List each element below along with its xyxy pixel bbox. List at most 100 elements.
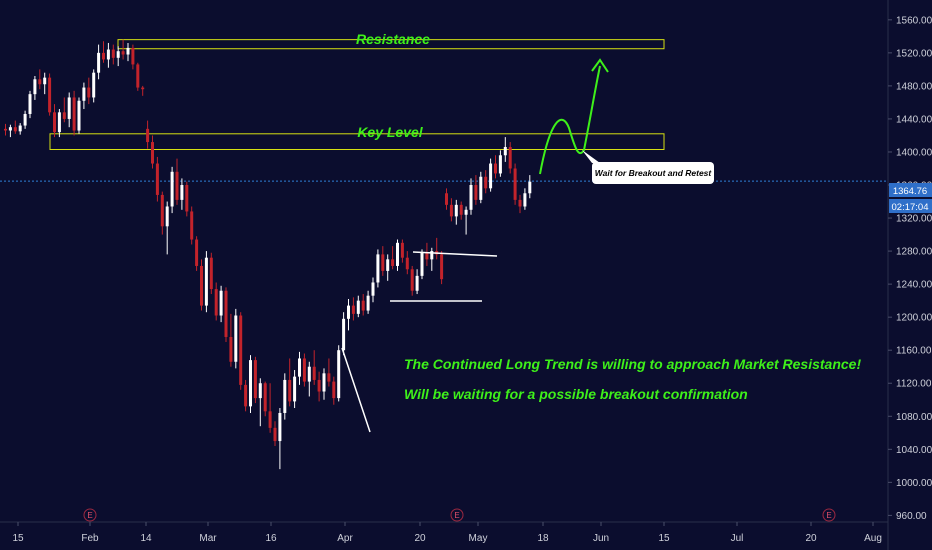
candle-body xyxy=(514,168,517,199)
time-tick-label: Feb xyxy=(81,533,99,544)
time-tick-label: Mar xyxy=(199,533,217,544)
candle-body xyxy=(43,78,46,85)
candle-body xyxy=(14,127,17,131)
candle-body xyxy=(117,51,120,58)
time-tick-label: 14 xyxy=(140,533,152,544)
candle-body xyxy=(391,259,394,266)
candle-body xyxy=(215,289,218,315)
candle-body xyxy=(264,383,267,411)
candle xyxy=(239,312,242,390)
candle-body xyxy=(136,64,139,87)
candle-body xyxy=(244,385,247,406)
candle-body xyxy=(519,200,522,207)
candle-body xyxy=(68,97,71,118)
candle-body xyxy=(376,254,379,282)
candle-body xyxy=(73,97,76,130)
price-tick-label: 1320.00 xyxy=(896,214,932,225)
candle xyxy=(376,249,379,287)
candle xyxy=(73,91,76,136)
time-tick-label: 20 xyxy=(414,533,426,544)
price-tick-label: 1280.00 xyxy=(896,247,932,258)
candle-body xyxy=(48,78,51,113)
candle-body xyxy=(249,360,252,406)
price-tick-label: 1400.00 xyxy=(896,147,932,158)
candle-body xyxy=(274,428,277,441)
candle-body xyxy=(484,177,487,189)
candle-body xyxy=(195,240,198,266)
candle-body xyxy=(323,373,326,391)
candle-body xyxy=(53,112,56,132)
candle-body xyxy=(342,319,345,350)
candle-body xyxy=(220,291,223,316)
candle xyxy=(190,206,193,244)
countdown-badge-value: 02:17:04 xyxy=(892,202,929,213)
price-tick-label: 1200.00 xyxy=(896,313,932,324)
candle-body xyxy=(92,73,95,98)
candle-body xyxy=(425,253,428,260)
candle xyxy=(78,97,81,133)
candle-body xyxy=(63,112,66,119)
candle-body xyxy=(411,269,414,290)
candle-body xyxy=(401,243,404,258)
earnings-letter: E xyxy=(826,511,831,520)
candle xyxy=(440,251,443,284)
candle-body xyxy=(308,367,311,382)
candle-body xyxy=(313,367,316,380)
time-tick-label: Jun xyxy=(593,533,609,544)
candle-body xyxy=(131,48,134,65)
time-tick-label: Jul xyxy=(731,533,744,544)
time-tick-label: Aug xyxy=(864,533,882,544)
candle-body xyxy=(171,172,174,207)
price-tick-label: 1160.00 xyxy=(896,346,932,357)
price-tick-label: 1560.00 xyxy=(896,15,932,26)
candle-body xyxy=(445,193,448,205)
time-tick-label: Apr xyxy=(337,533,353,544)
candle-body xyxy=(465,210,468,215)
candle-body xyxy=(205,258,208,306)
candle-body xyxy=(318,380,321,392)
candle-body xyxy=(210,258,213,289)
time-tick-label: 16 xyxy=(265,533,277,544)
candle-body xyxy=(440,254,443,279)
candle-body xyxy=(151,142,154,163)
candle-body xyxy=(38,79,41,84)
candle-body xyxy=(19,126,22,132)
candle-body xyxy=(303,358,306,381)
time-tick-label: May xyxy=(469,533,488,544)
candle-body xyxy=(29,94,32,114)
candle-body xyxy=(278,413,281,441)
candle-body xyxy=(127,48,130,55)
candle-body xyxy=(176,172,179,200)
candle-body xyxy=(234,316,237,362)
candle-body xyxy=(78,101,81,131)
candle xyxy=(210,253,213,294)
candle-body xyxy=(122,51,125,54)
time-tick-label: 20 xyxy=(805,533,817,544)
candle xyxy=(92,69,95,102)
earnings-letter: E xyxy=(454,511,459,520)
candle xyxy=(489,159,492,192)
candle-body xyxy=(332,382,335,399)
candle-body xyxy=(141,88,144,90)
price-badge-value: 1364.76 xyxy=(893,186,927,197)
candle-body xyxy=(504,147,507,155)
candle xyxy=(48,74,51,116)
candle-body xyxy=(455,205,458,217)
candle-body xyxy=(479,177,482,200)
candle xyxy=(234,309,237,368)
candle xyxy=(283,373,286,419)
candle-body xyxy=(327,373,330,381)
candle-body xyxy=(185,185,188,211)
note-line-1: The Continued Long Trend is willing to a… xyxy=(404,356,861,372)
candle-body xyxy=(200,266,203,306)
candle-body xyxy=(489,164,492,189)
candle-body xyxy=(298,358,301,376)
candle-body xyxy=(494,164,497,174)
candle-body xyxy=(509,147,512,168)
candle-body xyxy=(283,380,286,413)
candle xyxy=(195,236,198,271)
candle-body xyxy=(386,259,389,271)
price-tick-label: 1240.00 xyxy=(896,280,932,291)
